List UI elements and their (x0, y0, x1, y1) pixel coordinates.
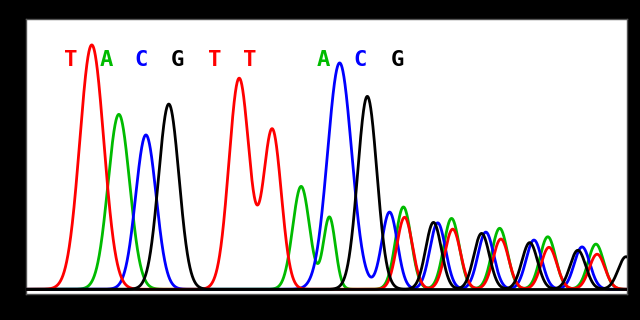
Text: T: T (209, 51, 222, 70)
Text: T: T (243, 51, 256, 70)
Text: T: T (64, 51, 77, 70)
Text: G: G (390, 51, 404, 70)
Text: C: C (134, 51, 148, 70)
Text: A: A (100, 51, 113, 70)
Text: A: A (317, 51, 330, 70)
Text: C: C (353, 51, 367, 70)
Text: G: G (170, 51, 184, 70)
